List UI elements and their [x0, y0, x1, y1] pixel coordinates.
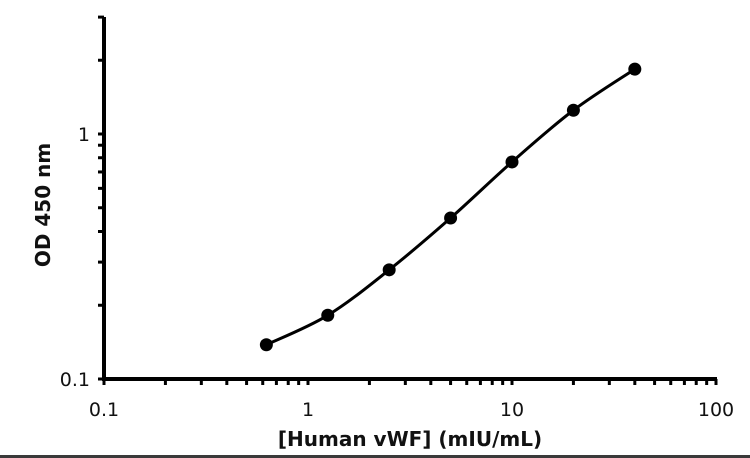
data-points	[259, 62, 642, 352]
data-point-marker	[628, 62, 642, 76]
y-axis-title: OD 450 nm	[31, 143, 55, 267]
bottom-divider	[0, 455, 750, 458]
x-axis-title: [Human vWF] (mIU/mL)	[278, 427, 542, 451]
data-point-marker	[259, 338, 273, 352]
x-tick-label: 100	[698, 399, 734, 421]
y-tick-label: 1	[78, 124, 90, 146]
y-tick-label: 0.1	[60, 369, 90, 391]
x-tick-label: 10	[500, 399, 524, 421]
data-point-marker	[505, 155, 519, 169]
y-axis-tick-labels: 0.11	[60, 124, 90, 391]
x-axis-tick-labels: 0.1 1 10 100	[89, 399, 734, 421]
x-axis-minor-ticks	[102, 379, 718, 385]
data-point-marker	[382, 263, 396, 277]
data-point-marker	[321, 308, 335, 322]
x-tick-label: 1	[302, 399, 314, 421]
data-point-marker	[444, 211, 458, 225]
data-point-marker	[566, 103, 580, 117]
x-tick-label: 0.1	[89, 399, 119, 421]
